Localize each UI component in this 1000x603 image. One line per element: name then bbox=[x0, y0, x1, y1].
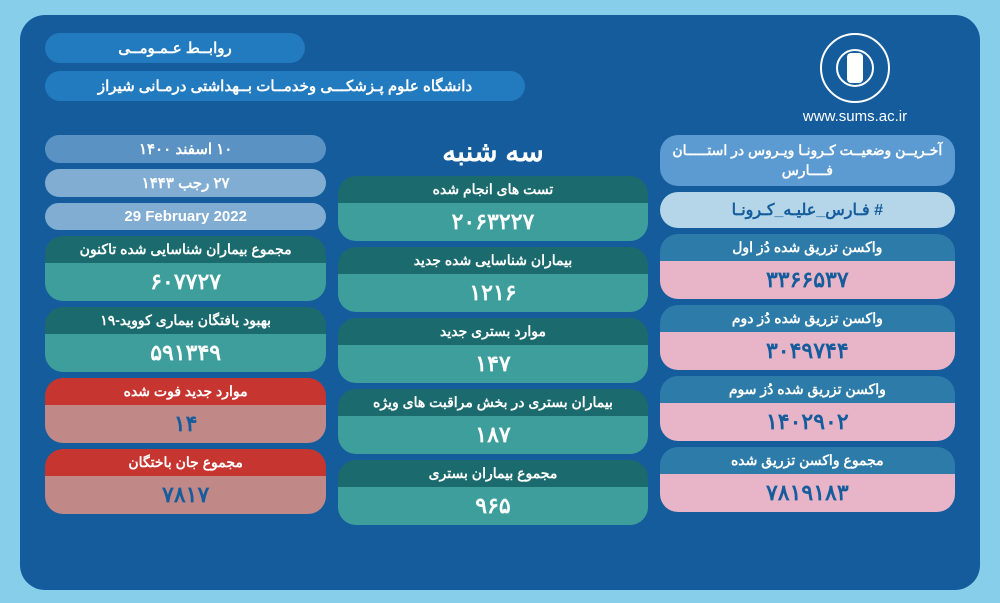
website-url: www.sums.ac.ir bbox=[803, 108, 907, 125]
card-label: مجموع بیماران شناسایی شده تاکنون bbox=[45, 236, 326, 263]
card-value: ۳۰۴۹۷۴۴ bbox=[660, 332, 955, 370]
card-label: بیماران شناسایی شده جدید bbox=[338, 247, 647, 274]
org-name: دانشگاه علوم پـزشکـــی وخدمــات بــهداشت… bbox=[45, 71, 525, 101]
col-center-stats: سه شنبه تست های انجام شده ۲۰۶۳۲۲۷ بیمارا… bbox=[338, 135, 647, 572]
card-value: ۷۸۱۷ bbox=[45, 476, 326, 514]
card-value: ۱۸۷ bbox=[338, 416, 647, 454]
card-value: ۱۴۰۲۹۰۲ bbox=[660, 403, 955, 441]
card-label: بهبود یافتگان بیماری کووید-۱۹ bbox=[45, 307, 326, 334]
vax-dose1: واکسن تزریق شده دُز اول ۳۳۶۶۵۳۷ bbox=[660, 234, 955, 299]
logo-icon bbox=[820, 33, 890, 103]
card-label: واکسن تزریق شده دُز اول bbox=[660, 234, 955, 261]
col-status-vax: آخـریــن وضعیــت کـرونـا ویـروس در استــ… bbox=[660, 135, 955, 572]
card-value: ۱۴۷ bbox=[338, 345, 647, 383]
card-value: ۵۹۱۳۴۹ bbox=[45, 334, 326, 372]
logo-block: www.sums.ac.ir bbox=[755, 33, 955, 125]
card-value: ۹۶۵ bbox=[338, 487, 647, 525]
total-deaths: مجموع جان باختگان ۷۸۱۷ bbox=[45, 449, 326, 514]
date-arabic: ۲۷ رجب ۱۴۴۳ bbox=[45, 169, 326, 197]
main-grid: آخـریــن وضعیــت کـرونـا ویـروس در استــ… bbox=[45, 135, 955, 572]
card-label: تست های انجام شده bbox=[338, 176, 647, 203]
card-value: ۶۰۷۷۲۷ bbox=[45, 263, 326, 301]
card-label: مجموع بیماران بستری bbox=[338, 460, 647, 487]
vax-dose2: واکسن تزریق شده دُز دوم ۳۰۴۹۷۴۴ bbox=[660, 305, 955, 370]
card-label: واکسن تزریق شده دُز دوم bbox=[660, 305, 955, 332]
new-cases: بیماران شناسایی شده جدید ۱۲۱۶ bbox=[338, 247, 647, 312]
status-title: آخـریــن وضعیــت کـرونـا ویـروس در استــ… bbox=[660, 135, 955, 186]
infographic-panel: www.sums.ac.ir روابــط عـمـومــی دانشگاه… bbox=[20, 15, 980, 590]
card-value: ۷۸۱۹۱۸۳ bbox=[660, 474, 955, 512]
card-label: واکسن تزریق شده دُز سوم bbox=[660, 376, 955, 403]
card-value: ۳۳۶۶۵۳۷ bbox=[660, 261, 955, 299]
new-hospitalized: موارد بستری جدید ۱۴۷ bbox=[338, 318, 647, 383]
card-label: بیماران بستری در بخش مراقبت های ویژه bbox=[338, 389, 647, 416]
card-value: ۱۴ bbox=[45, 405, 326, 443]
header-section: www.sums.ac.ir روابــط عـمـومــی دانشگاه… bbox=[45, 33, 955, 125]
vax-total: مجموع واکسن تزریق شده ۷۸۱۹۱۸۳ bbox=[660, 447, 955, 512]
total-hospitalized: مجموع بیماران بستری ۹۶۵ bbox=[338, 460, 647, 525]
header-titles: روابــط عـمـومــی دانشگاه علوم پـزشکـــی… bbox=[45, 33, 735, 125]
vax-dose3: واکسن تزریق شده دُز سوم ۱۴۰۲۹۰۲ bbox=[660, 376, 955, 441]
hashtag: # فـارس_علیـه_کـرونـا bbox=[660, 192, 955, 228]
card-value: ۱۲۱۶ bbox=[338, 274, 647, 312]
date-english: 29 February 2022 bbox=[45, 203, 326, 230]
pr-label: روابــط عـمـومــی bbox=[45, 33, 305, 63]
card-label: موارد جدید فوت شده bbox=[45, 378, 326, 405]
total-cases: مجموع بیماران شناسایی شده تاکنون ۶۰۷۷۲۷ bbox=[45, 236, 326, 301]
day-name: سه شنبه bbox=[338, 135, 647, 168]
tests-done: تست های انجام شده ۲۰۶۳۲۲۷ bbox=[338, 176, 647, 241]
card-label: مجموع جان باختگان bbox=[45, 449, 326, 476]
card-label: موارد بستری جدید bbox=[338, 318, 647, 345]
new-deaths: موارد جدید فوت شده ۱۴ bbox=[45, 378, 326, 443]
date-persian: ۱۰ اسفند ۱۴۰۰ bbox=[45, 135, 326, 163]
card-value: ۲۰۶۳۲۲۷ bbox=[338, 203, 647, 241]
icu-patients: بیماران بستری در بخش مراقبت های ویژه ۱۸۷ bbox=[338, 389, 647, 454]
card-label: مجموع واکسن تزریق شده bbox=[660, 447, 955, 474]
col-dates-totals: ۱۰ اسفند ۱۴۰۰ ۲۷ رجب ۱۴۴۳ 29 February 20… bbox=[45, 135, 326, 572]
recovered: بهبود یافتگان بیماری کووید-۱۹ ۵۹۱۳۴۹ bbox=[45, 307, 326, 372]
